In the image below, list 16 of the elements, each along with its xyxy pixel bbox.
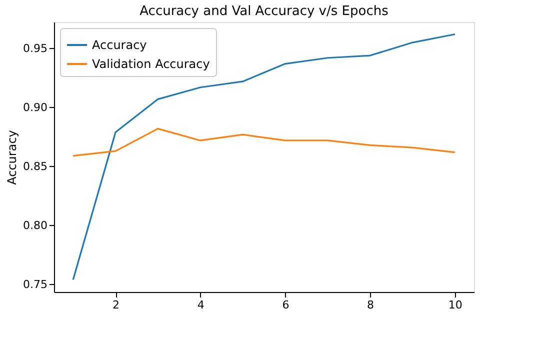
legend-label: Accuracy bbox=[92, 38, 147, 52]
line-series bbox=[72, 33, 456, 281]
y-tick-label: 0.75 bbox=[23, 278, 48, 291]
legend-label: Validation Accuracy bbox=[92, 57, 210, 71]
x-tick-label: 2 bbox=[112, 298, 120, 312]
line-series bbox=[72, 128, 456, 157]
y-tick-label: 0.85 bbox=[23, 160, 48, 173]
y-tick-label: 0.95 bbox=[23, 42, 48, 55]
y-tick-label: 0.80 bbox=[23, 218, 48, 232]
x-tick-label: 4 bbox=[197, 298, 204, 312]
y-tick-label: 0.90 bbox=[23, 100, 48, 114]
x-tick-label: 8 bbox=[367, 298, 374, 312]
x-tick-label: 10 bbox=[448, 298, 462, 312]
x-tick-label: 6 bbox=[282, 298, 290, 312]
y-axis-title: Accuracy bbox=[5, 130, 20, 185]
chart-title: Accuracy and Val Accuracy v/s Epochs bbox=[140, 4, 389, 19]
